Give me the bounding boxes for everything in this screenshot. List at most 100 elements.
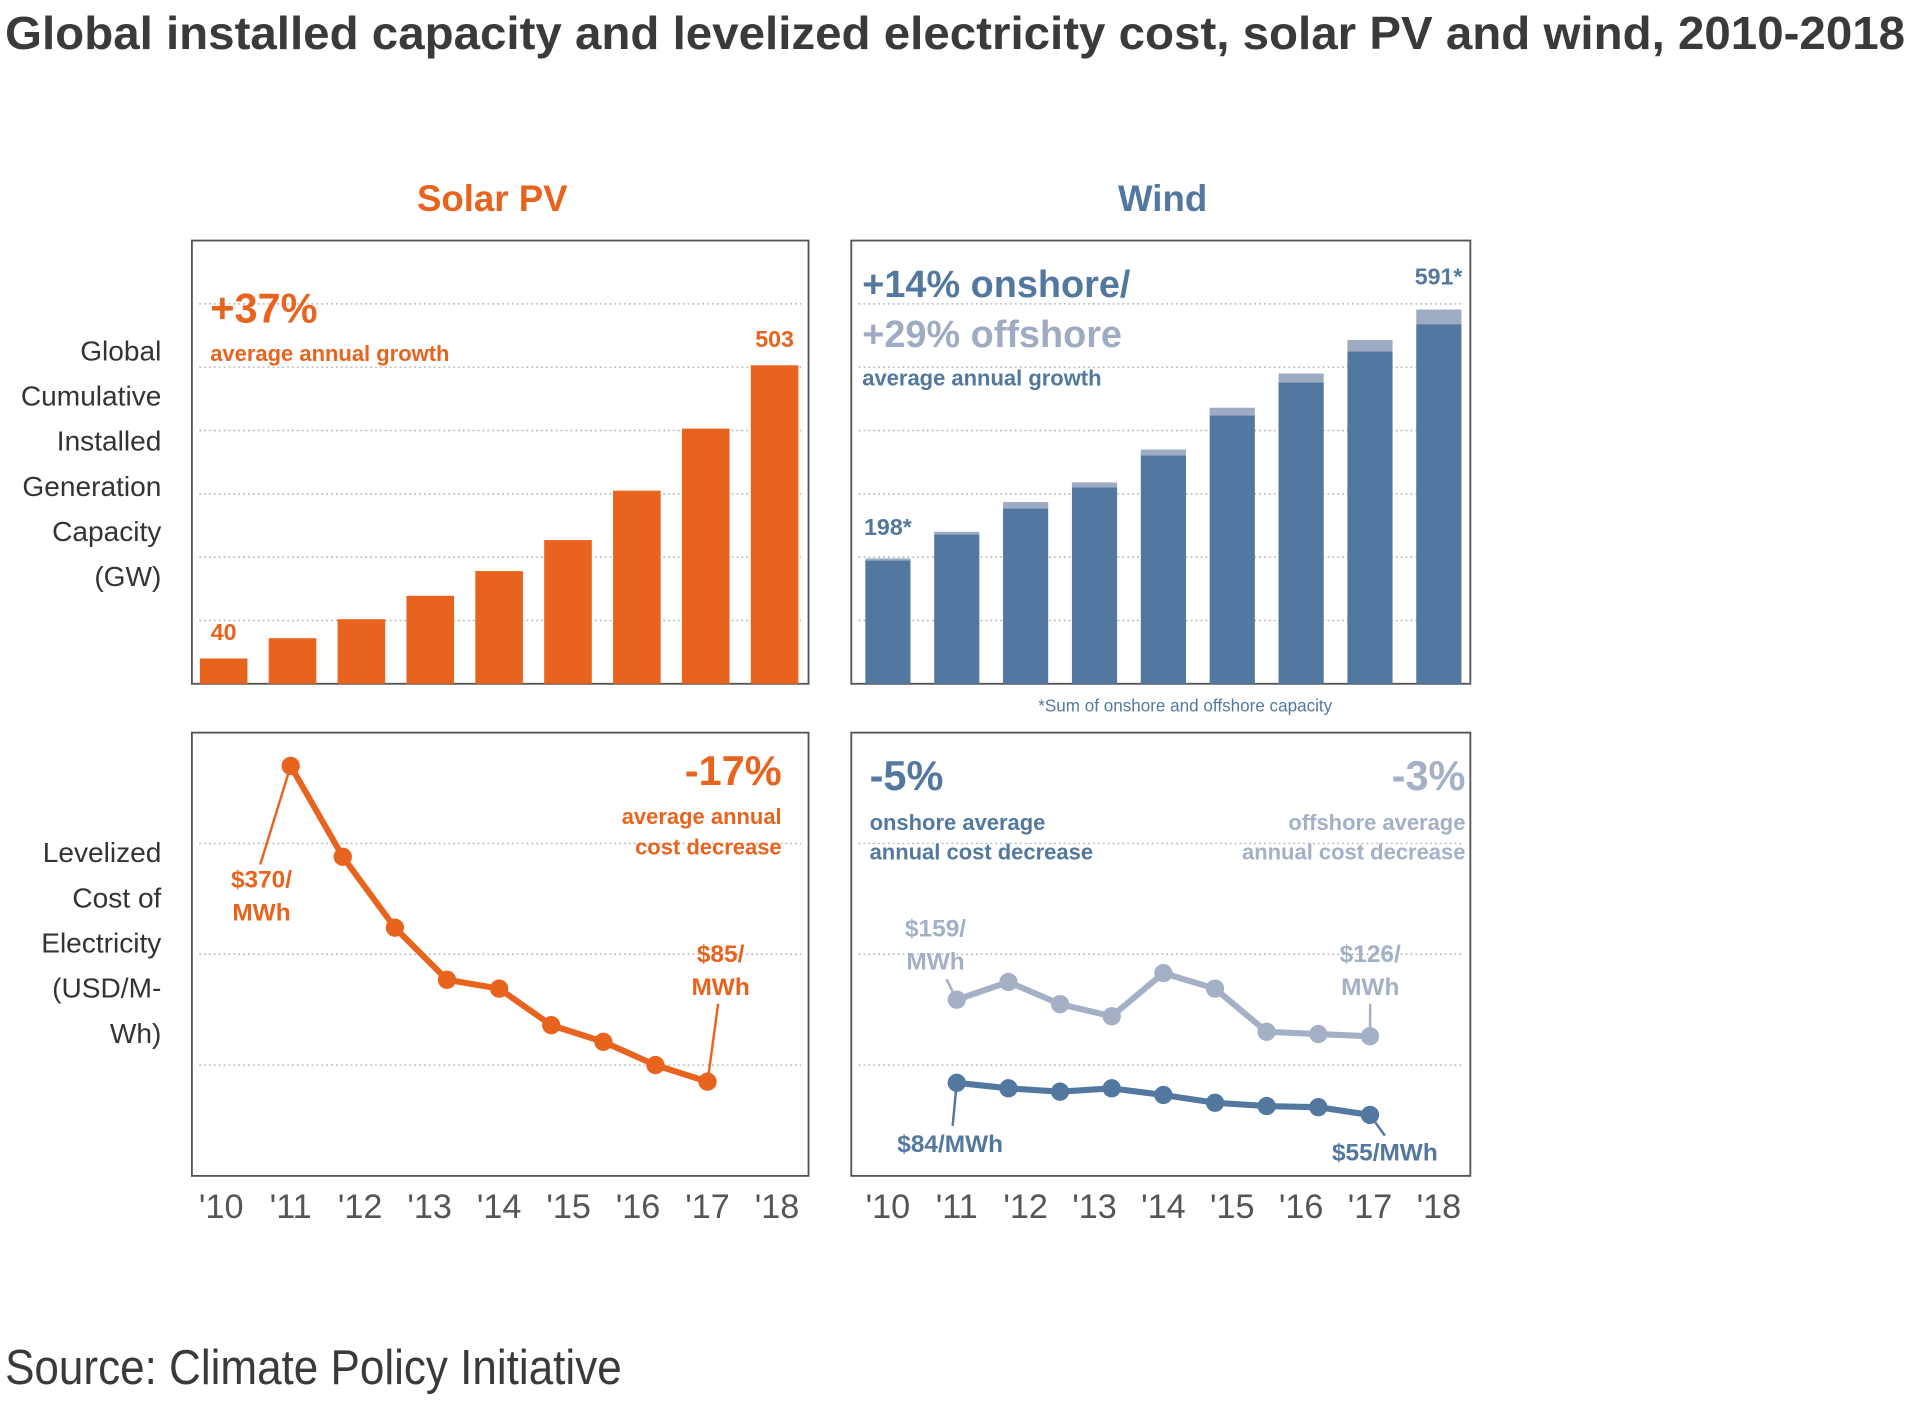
x-tick-label: '13 [1072, 1188, 1117, 1226]
bar-label: 503 [755, 326, 794, 352]
bar [750, 365, 799, 684]
point [1102, 1079, 1121, 1098]
footnote: *Sum of onshore and offshore capacity [1038, 697, 1332, 716]
value-label: $85/MWh [691, 942, 749, 1002]
y-axis-label: (USD/M- [52, 973, 161, 1004]
bar [681, 428, 730, 684]
figure-title: Global installed capacity and levelized … [5, 7, 1905, 59]
bar [268, 638, 317, 684]
bar-label: 40 [211, 619, 237, 645]
y-axis-label: Levelized [43, 837, 162, 868]
panel-title: Solar PV [417, 178, 568, 219]
annotation: -3% [1392, 752, 1466, 799]
x-tick-label: '15 [546, 1188, 591, 1226]
bar-segment [1347, 351, 1393, 684]
panel-title: Wind [1118, 178, 1207, 219]
annotation: +29% offshore [862, 314, 1122, 356]
bar-segment [865, 560, 911, 684]
y-axis-label: Cumulative [21, 380, 161, 411]
point [1154, 963, 1173, 983]
bar-segment [1071, 482, 1118, 488]
point [437, 970, 457, 989]
panel-frame [850, 731, 1472, 1177]
annotation: average annual growth [210, 341, 449, 366]
point [594, 1032, 613, 1051]
annotation: cost decrease [635, 834, 782, 859]
annotation: offshore average [1288, 810, 1465, 835]
y-axis-label: Generation [22, 471, 161, 502]
value-label: $126/MWh [1340, 942, 1401, 1002]
bar-segment [1140, 455, 1186, 684]
y-axis-label: (GW) [94, 561, 161, 592]
bar-segment [1003, 508, 1049, 684]
point [1050, 994, 1070, 1014]
panel: Levelized Cost of Electricity (USD/M- Wh) '10… [41, 731, 810, 1226]
x-tick-label: '15 [1210, 1188, 1255, 1226]
bar-segment [1140, 449, 1186, 456]
x-tick-label: '16 [616, 1188, 661, 1226]
point [1309, 1098, 1328, 1117]
bar-segment [865, 558, 911, 561]
source: Source: Climate Policy Initiative [5, 1341, 622, 1395]
y-axis-label: Cost of [72, 882, 161, 913]
x-tick-label: '10 [866, 1188, 911, 1226]
bar-segment [934, 531, 980, 535]
point [1309, 1024, 1328, 1044]
bar-segment [1071, 487, 1118, 684]
x-tick-label: '12 [338, 1188, 383, 1226]
x-tick-label: '12 [1003, 1188, 1048, 1226]
point [542, 1016, 561, 1035]
panel: Solar PV Global Cumulative Installed Generat… [21, 178, 810, 685]
point [489, 979, 509, 998]
bar [613, 490, 661, 684]
x-tick-label: '18 [755, 1188, 800, 1226]
x-tick-label: '17 [1348, 1188, 1393, 1226]
point [1205, 979, 1225, 998]
annotation: average annual [622, 804, 782, 829]
annotation: -5% [870, 752, 944, 799]
point [1050, 1082, 1070, 1101]
y-axis-label: Wh) [110, 1018, 161, 1049]
leader-line [945, 978, 958, 1001]
leader-line [951, 1082, 958, 1126]
y-axis-label: Electricity [41, 928, 161, 959]
value-label: $159/MWh [905, 916, 966, 976]
x-tick-label: '10 [199, 1188, 244, 1226]
annotation: +14% onshore/ [862, 264, 1131, 306]
point [281, 756, 300, 776]
y-axis-label: Global [80, 335, 161, 366]
x-tick-label: '14 [1141, 1188, 1186, 1226]
point [1154, 1085, 1173, 1105]
bar-segment [1209, 415, 1255, 684]
bar-segment [1278, 373, 1324, 383]
bar-segment [1003, 502, 1049, 509]
value-label: $55/MWh [1332, 1139, 1438, 1166]
value-label: $84/MWh [897, 1131, 1003, 1158]
bar-segment [934, 534, 980, 684]
x-tick-label: '11 [270, 1188, 312, 1226]
bar-segment [1278, 382, 1324, 684]
point [1205, 1093, 1225, 1112]
x-tick-label: '17 [685, 1188, 730, 1226]
panel-frame [190, 731, 810, 1177]
annotation: annual cost decrease [870, 839, 1093, 864]
bar-segment [1416, 309, 1462, 325]
bar-segment [1416, 324, 1462, 684]
point [333, 847, 352, 866]
bar [199, 658, 248, 684]
leader-line [1368, 1114, 1386, 1137]
x-tick-label: '13 [407, 1188, 452, 1226]
bar-segment [1347, 339, 1393, 352]
point [1102, 1007, 1121, 1026]
point [1257, 1022, 1276, 1041]
annotation: average annual growth [862, 366, 1101, 391]
leader-line [706, 1003, 720, 1082]
bar [337, 619, 386, 684]
bar [544, 540, 592, 684]
panel: '10 '11 '12 '13 '14 '15 '16 '17 '18 $159/MWh $126/… [850, 731, 1472, 1226]
annotation: annual cost decrease [1242, 839, 1465, 864]
x-tick-label: '11 [936, 1188, 978, 1226]
x-tick-label: '16 [1279, 1188, 1324, 1226]
panel: Wind +14% onshore/ +29% offshore average an… [850, 178, 1472, 716]
